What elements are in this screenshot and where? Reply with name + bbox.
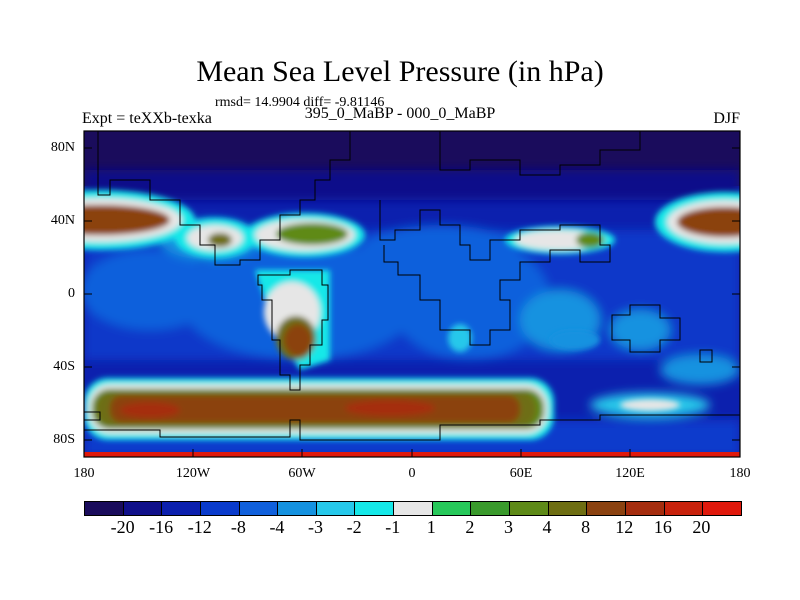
chart-title: Mean Sea Level Pressure (in hPa) <box>196 55 604 88</box>
legend-swatch <box>162 502 201 515</box>
legend-label: 2 <box>465 517 475 537</box>
legend-label: -1 <box>385 517 401 537</box>
legend-label: -16 <box>149 517 174 537</box>
y-tick-label: 80S <box>53 432 75 447</box>
legend-label: -2 <box>346 517 362 537</box>
legend-swatch <box>85 502 124 515</box>
legend-swatch <box>510 502 549 515</box>
legend-label: -12 <box>187 517 212 537</box>
continent-outlines <box>84 131 740 441</box>
legend-swatch <box>664 502 704 515</box>
rmsd-diff-stats: rmsd= 14.9904 diff= -9.81146 <box>215 95 385 110</box>
legend-label: 16 <box>653 517 672 537</box>
legend-swatch <box>278 502 317 515</box>
legend-label: 3 <box>503 517 513 537</box>
legend-swatch <box>432 502 472 515</box>
y-tick-label: 80N <box>50 140 75 155</box>
y-tick-label: 0 <box>68 286 75 301</box>
legend-label: 12 <box>615 517 634 537</box>
legend-label: 4 <box>542 517 552 537</box>
legend-swatch <box>394 502 433 515</box>
x-tick-label: 120E <box>615 466 645 481</box>
y-tick-label: 40S <box>53 359 75 374</box>
legend-label: 20 <box>692 517 711 537</box>
season-label: DJF <box>713 110 740 127</box>
legend-label: -8 <box>230 517 246 537</box>
pressure-field <box>84 131 740 457</box>
legend-label: -3 <box>308 517 324 537</box>
x-tick-label: 60W <box>288 466 316 481</box>
legend-swatch <box>123 502 163 515</box>
x-tick-marks <box>192 449 631 457</box>
x-tick-label: 180 <box>73 466 95 481</box>
legend-swatch <box>355 502 395 515</box>
x-tick-label: 0 <box>408 466 416 481</box>
legend-label: -4 <box>269 517 285 537</box>
legend-swatch <box>703 502 741 515</box>
legend-label: 1 <box>426 517 436 537</box>
color-legend <box>84 501 742 516</box>
x-tick-label: 60E <box>509 466 533 481</box>
y-tick-label: 40N <box>50 213 75 228</box>
legend-swatch <box>625 502 665 515</box>
legend-swatch <box>587 502 626 515</box>
chart-subtitle: 395_0_MaBP - 000_0_MaBP <box>304 105 496 122</box>
legend-label: -20 <box>110 517 135 537</box>
y-tick-marks <box>84 147 740 441</box>
experiment-label: Expt = teXXb-texka <box>82 110 212 127</box>
legend-swatch <box>239 502 279 515</box>
legend-swatch <box>316 502 356 515</box>
legend-swatch <box>548 502 588 515</box>
x-tick-label: 180 <box>729 466 751 481</box>
legend-label: 8 <box>581 517 591 537</box>
x-tick-label: 120W <box>175 466 211 481</box>
legend-swatch <box>200 502 240 515</box>
legend-swatch <box>471 502 511 515</box>
